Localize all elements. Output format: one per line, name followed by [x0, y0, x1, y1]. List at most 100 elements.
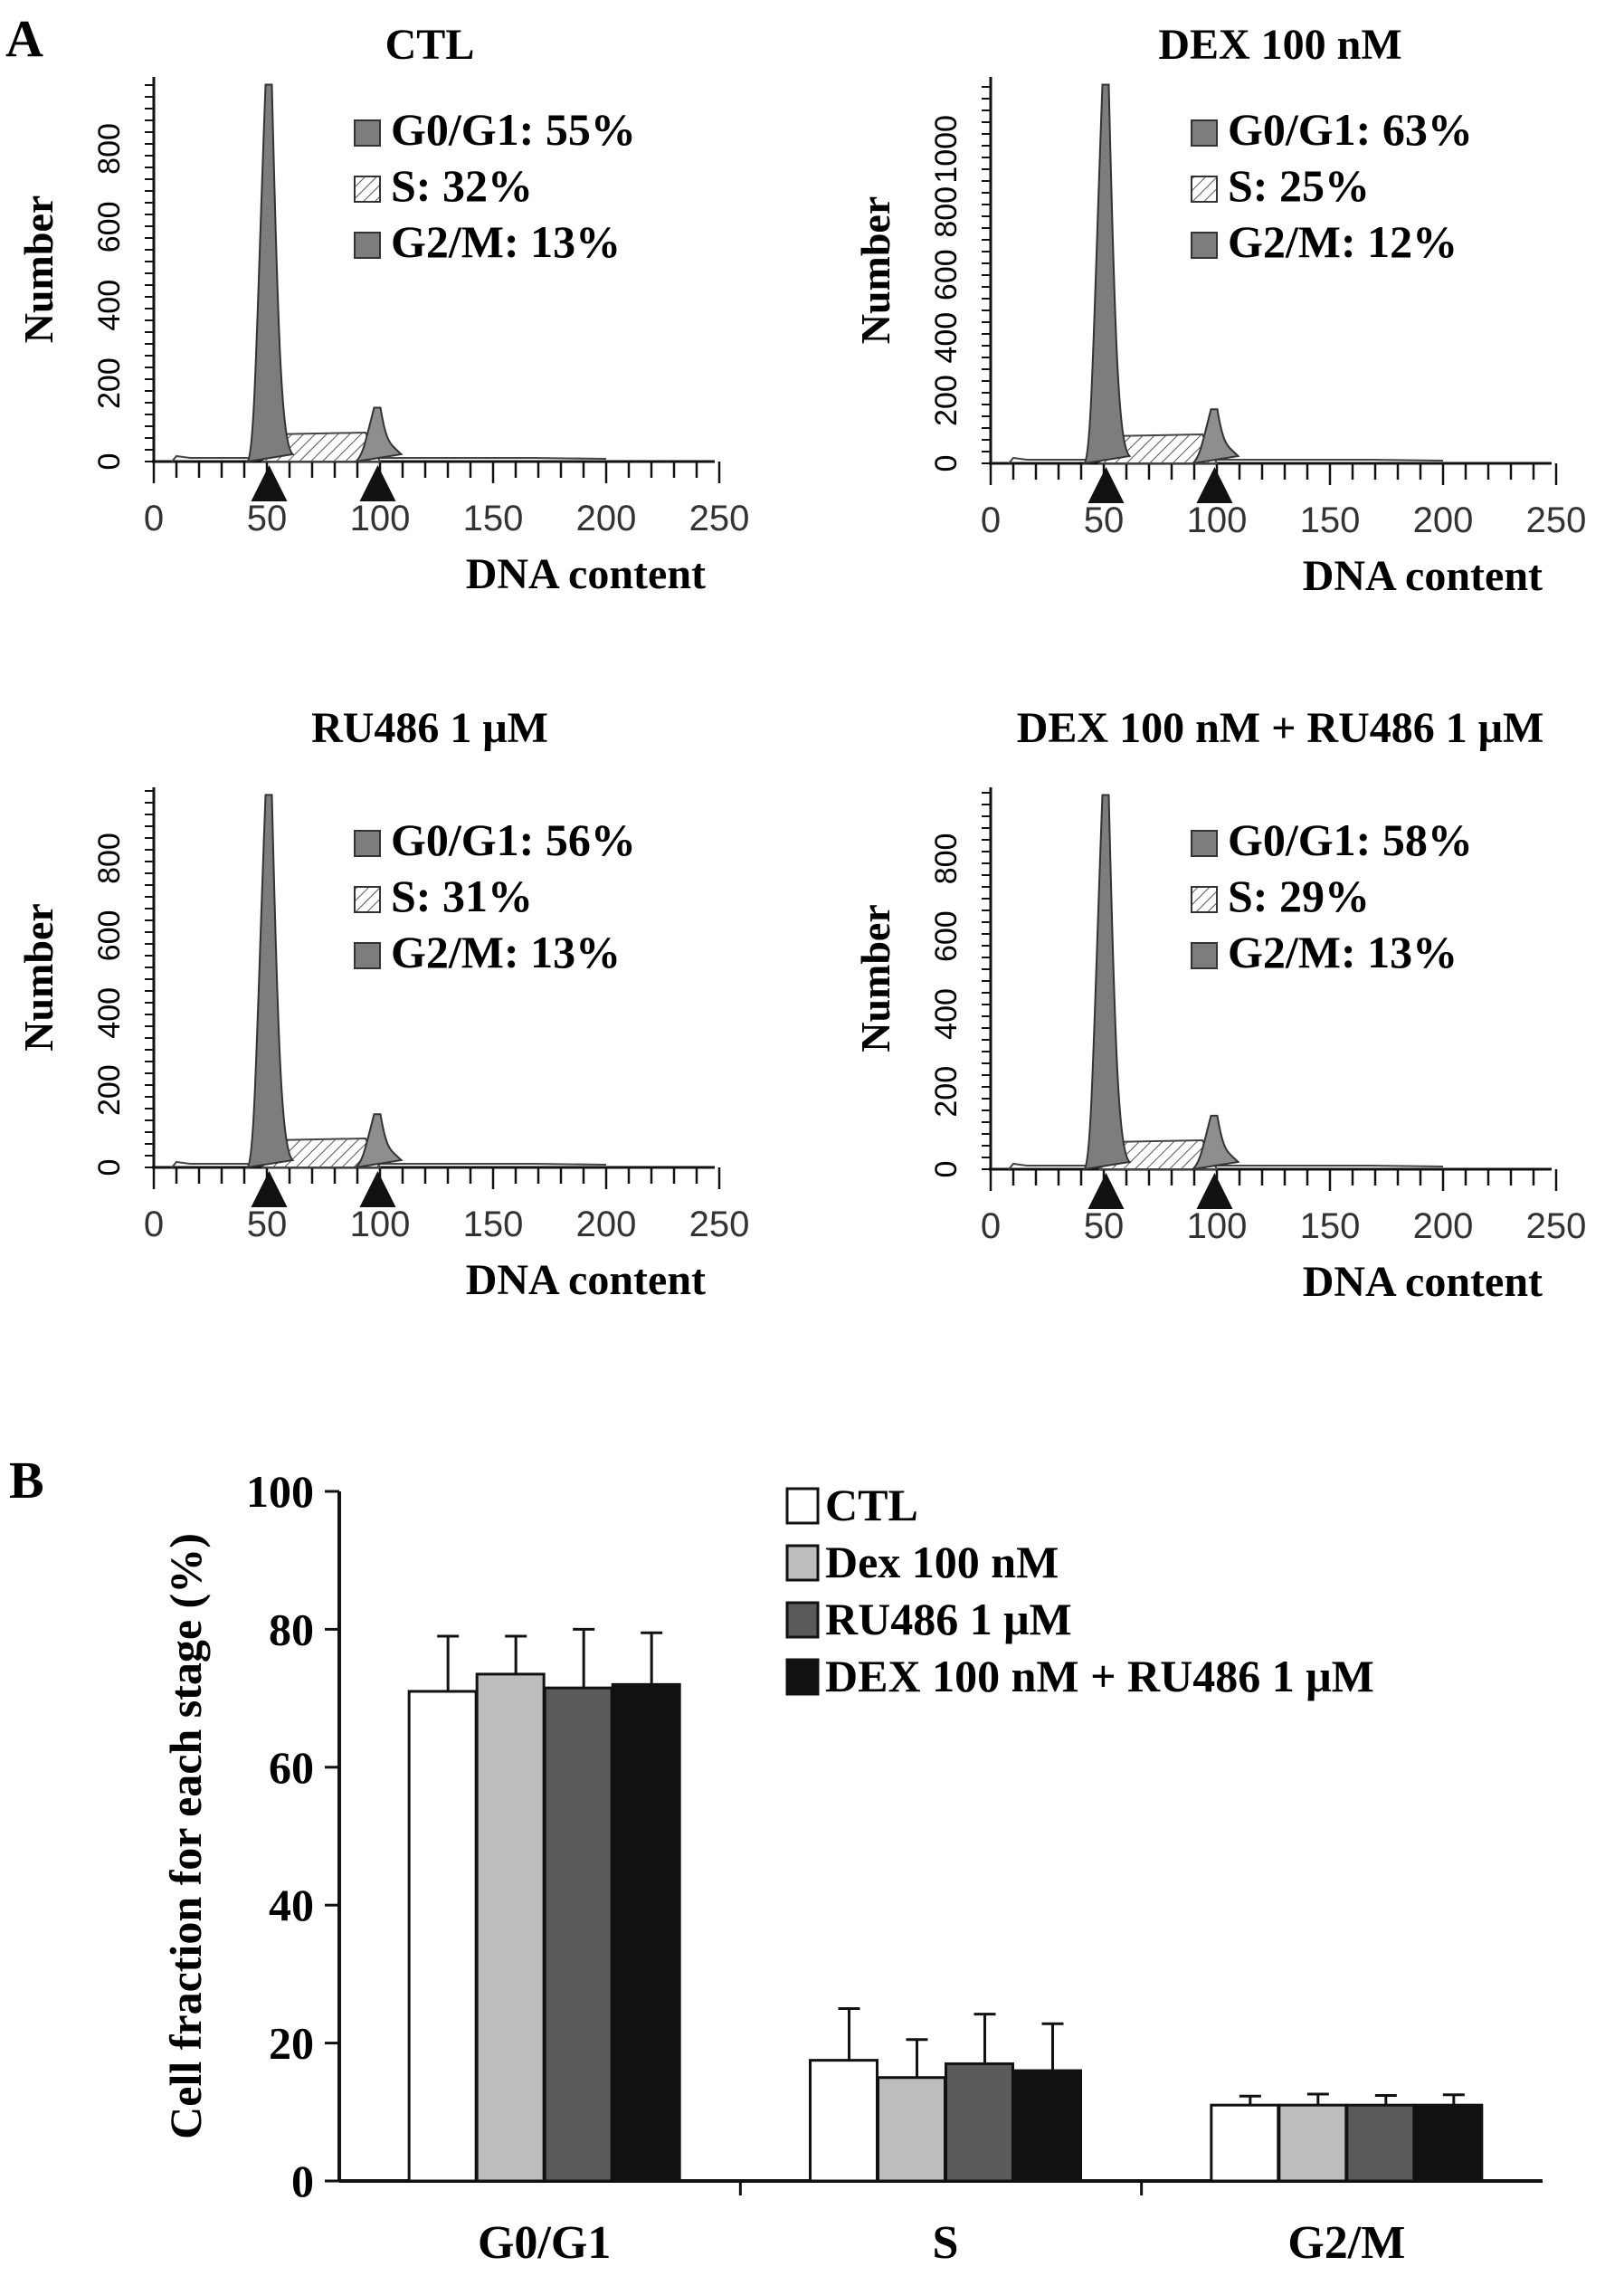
x-tick-label: 100: [350, 1205, 411, 1244]
legend-swatch: [785, 1487, 820, 1525]
x-tick-label: 0: [981, 1206, 1001, 1246]
x-tick-label: 150: [463, 499, 524, 538]
bar: [1012, 2069, 1082, 2183]
legend-swatch: [354, 830, 381, 857]
legend-swatch: [785, 1658, 820, 1696]
g2m-peak: [353, 1113, 404, 1169]
bar: [543, 1686, 613, 2183]
x-tick-label: 0: [144, 499, 164, 538]
legend-label: RU486 1 μM: [825, 1594, 1072, 1644]
g0g1-peak: [244, 83, 295, 463]
x-tick-label: 200: [1413, 500, 1474, 540]
y-tick-label: 800: [92, 833, 127, 884]
legend-swatch: [785, 1544, 820, 1582]
y-tick-label: 600: [92, 201, 127, 252]
histogram-title: DEX 100 nM + RU486 1 μM: [1017, 704, 1544, 752]
x-tick-label: 200: [1413, 1206, 1474, 1246]
y-tick-label: 0: [92, 453, 127, 471]
x-tick-label: 150: [1300, 500, 1361, 540]
y-tick-label: 800: [929, 186, 964, 238]
legend-swatch: [1191, 886, 1218, 913]
legend-swatch: [354, 176, 381, 203]
legend-label: G0/G1: 63%: [1228, 104, 1473, 155]
y-tick-label: 400: [929, 988, 964, 1040]
legend-swatch: [354, 232, 381, 259]
g2m-peak: [353, 406, 404, 463]
peak-marker: [359, 1171, 396, 1207]
x-tick-label: 50: [247, 1205, 288, 1244]
baseline-trace: [1008, 1162, 1444, 1170]
bar: [1413, 2103, 1484, 2183]
legend-swatch: [785, 1601, 820, 1639]
x-tick-label: 100: [350, 499, 411, 538]
peak-marker: [1196, 1173, 1233, 1209]
y-tick-label: 200: [92, 1064, 127, 1116]
x-tick-label: 100: [1187, 500, 1248, 540]
y-tick-label: 80: [269, 1604, 314, 1654]
x-axis-label: DNA content: [1303, 1258, 1543, 1306]
x-tick-label: 250: [689, 499, 750, 538]
x-tick-label: 150: [1300, 1206, 1361, 1246]
peak-marker: [251, 465, 288, 501]
legend-swatch: [354, 942, 381, 969]
g0g1-peak: [1081, 83, 1132, 465]
panel-label-b: B: [9, 1451, 44, 1509]
bar: [809, 2059, 878, 2183]
x-tick-label: 250: [1526, 500, 1587, 540]
y-axis-label: Number: [15, 195, 62, 344]
x-tick-label: 50: [247, 499, 288, 538]
y-tick-label: 600: [929, 249, 964, 300]
baseline-trace: [1008, 456, 1444, 464]
y-tick-label: 600: [929, 910, 964, 962]
bar: [877, 2076, 946, 2183]
y-tick-label: 800: [929, 833, 964, 885]
x-axis-label: DNA content: [466, 1256, 706, 1304]
histogram-3: RU486 1 μM Number 0 200 400 600 800 0 50 100 150 20…: [15, 704, 749, 1304]
y-tick-label: 0: [929, 455, 964, 472]
bar: [1345, 2103, 1416, 2183]
x-tick-label: 200: [576, 499, 637, 538]
x-tick-label: 250: [689, 1205, 750, 1244]
y-tick-label: 60: [269, 1742, 314, 1793]
y-tick-label: 200: [92, 357, 127, 409]
legend-label: S: 32%: [391, 160, 533, 211]
peak-marker: [1087, 467, 1125, 503]
y-tick-label: 0: [929, 1161, 964, 1178]
y-axis-label: Number: [15, 903, 62, 1052]
x-axis-label: DNA content: [466, 550, 706, 598]
y-tick-label: 0: [291, 2156, 314, 2206]
legend-swatch: [1191, 942, 1218, 969]
legend-swatch: [354, 119, 381, 147]
x-tick-label: 0: [981, 500, 1001, 540]
y-tick-label: 0: [92, 1159, 127, 1176]
y-tick-label: 400: [92, 987, 127, 1039]
legend-label: G2/M: 12%: [1228, 216, 1458, 267]
bar: [611, 1682, 681, 2183]
g0g1-peak: [244, 794, 295, 1169]
y-tick-label: 200: [929, 1066, 964, 1118]
bar-chart: Cell fraction for each stage (%) 0 20 40 60 8…: [160, 1466, 1543, 2269]
y-tick-label: 400: [92, 280, 127, 331]
bar: [945, 2062, 1014, 2183]
legend-label: G2/M: 13%: [391, 216, 621, 267]
g0g1-peak: [1081, 794, 1132, 1171]
bar: [1277, 2103, 1348, 2183]
legend-swatch: [1191, 232, 1218, 259]
peak-marker: [1087, 1173, 1125, 1209]
y-tick-label: 800: [92, 123, 127, 175]
x-tick-label: 200: [576, 1205, 637, 1244]
peak-marker: [1196, 467, 1233, 503]
legend-label: G2/M: 13%: [391, 927, 621, 977]
y-tick-label: 1000: [929, 115, 964, 184]
legend-label: Dex 100 nM: [825, 1537, 1059, 1587]
x-tick-label: G2/M: [1287, 2217, 1405, 2269]
x-tick-label: G0/G1: [478, 2217, 611, 2269]
y-axis-label: Number: [852, 904, 898, 1052]
g2m-peak: [1190, 408, 1240, 465]
legend-swatch: [1191, 119, 1218, 147]
y-tick-label: 100: [246, 1466, 314, 1517]
y-tick-label: 20: [269, 2018, 314, 2069]
legend-label: G0/G1: 56%: [391, 814, 636, 865]
g2m-peak: [1190, 1114, 1240, 1171]
legend-label: S: 29%: [1228, 871, 1370, 921]
